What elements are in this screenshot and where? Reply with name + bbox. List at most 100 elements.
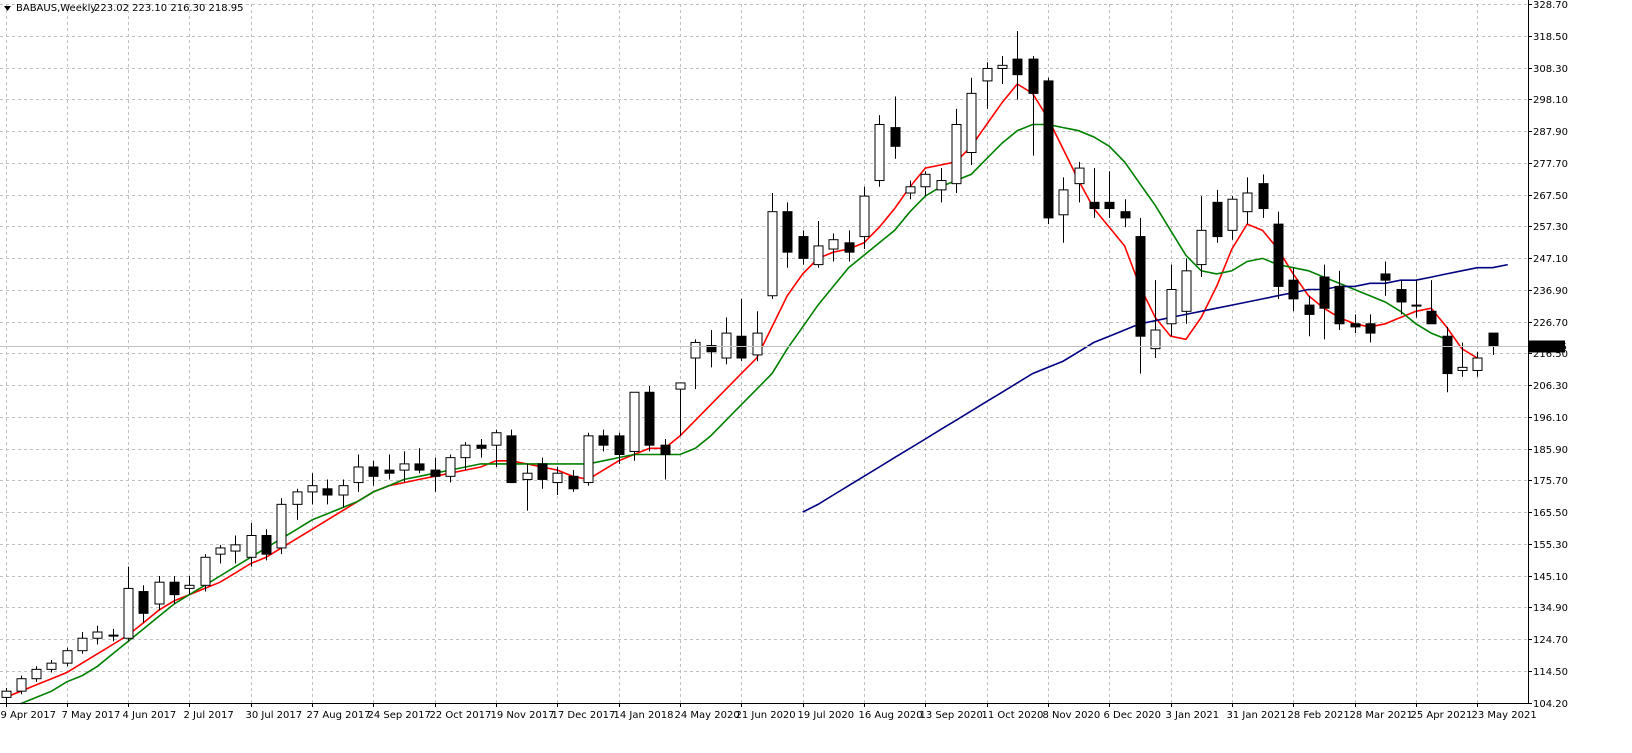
candle — [629, 391, 640, 461]
candle-body — [905, 186, 916, 194]
time-tick-label: 23 May 2021 — [1472, 710, 1537, 721]
candle-body — [1442, 335, 1453, 375]
candle-body — [736, 335, 747, 359]
candle-body — [460, 444, 471, 459]
candle — [399, 451, 410, 483]
price-tick-label: 267.50 — [1533, 191, 1568, 202]
candle-body — [660, 444, 671, 456]
candle — [200, 554, 211, 592]
candle-body — [644, 391, 655, 446]
candle — [813, 221, 824, 268]
candle-body — [936, 180, 947, 191]
candle-body — [399, 463, 410, 471]
candle-body — [1258, 183, 1269, 210]
candle — [384, 454, 395, 480]
candle — [1396, 280, 1407, 315]
time-tick-label: 31 Jan 2021 — [1227, 710, 1287, 721]
candle-body — [1334, 285, 1345, 325]
time-axis[interactable]: 9 Apr 2017 7 May 2017 4 Jun 2017 2 Jul 2017… — [1, 703, 1537, 721]
candle-body — [1135, 236, 1146, 337]
candle — [752, 311, 763, 362]
candle — [1319, 264, 1330, 340]
candle — [982, 62, 993, 109]
time-tick-label: 3 Jan 2021 — [1166, 710, 1220, 721]
candle — [1350, 314, 1361, 334]
candle-body — [430, 469, 441, 477]
candle — [1212, 189, 1223, 243]
ohlc-values: 223.02 223.10 216.30 218.95 — [94, 3, 244, 14]
candle — [368, 460, 379, 486]
candle — [706, 329, 717, 368]
candle — [353, 454, 364, 492]
time-tick-label: 11 Oct 2020 — [982, 710, 1044, 721]
candle — [997, 55, 1008, 85]
candle — [1426, 280, 1437, 325]
candle — [1196, 196, 1207, 278]
candle-body — [874, 123, 885, 182]
time-tick-label: 9 Apr 2017 — [1, 710, 56, 721]
candle-body — [706, 345, 717, 353]
candle — [1242, 177, 1253, 225]
candle-body — [629, 391, 640, 452]
candle — [1304, 295, 1315, 337]
candle-body — [1166, 289, 1177, 325]
candle-body — [828, 239, 839, 250]
candle — [1166, 264, 1177, 337]
price-tick-label: 328.70 — [1533, 0, 1568, 11]
candle — [307, 473, 318, 505]
candle — [905, 180, 916, 200]
candle — [1365, 314, 1376, 343]
candle — [690, 339, 701, 390]
candle-body — [1074, 167, 1085, 185]
time-tick-label: 19 Nov 2017 — [491, 710, 555, 721]
candle-body — [138, 591, 149, 614]
candle — [322, 479, 333, 505]
candle — [1, 688, 12, 704]
candle-body — [1396, 289, 1407, 303]
collapse-triangle-icon[interactable] — [4, 6, 11, 11]
candle-body — [537, 463, 548, 480]
candle — [1258, 174, 1269, 218]
candle — [506, 429, 517, 484]
candle-body — [1288, 279, 1299, 300]
candle-body — [859, 195, 870, 238]
candle-body — [951, 123, 962, 185]
price-tick-label: 236.90 — [1533, 286, 1568, 297]
candle-body — [62, 650, 73, 664]
candle — [1380, 261, 1391, 296]
candle — [460, 442, 471, 471]
candle — [1411, 280, 1422, 318]
candle-body — [246, 534, 257, 558]
candle-body — [215, 547, 226, 555]
candle-body — [108, 634, 119, 637]
price-tick-label: 134.90 — [1533, 603, 1568, 614]
candle — [920, 171, 931, 197]
time-tick-label: 27 Aug 2017 — [307, 710, 371, 721]
candle-body — [1350, 323, 1361, 328]
candle-body — [966, 92, 977, 154]
candle — [77, 632, 88, 654]
candle — [1181, 258, 1192, 324]
price-axis[interactable]: 328.70 318.50 308.30 298.10 287.90 277.70 267.… — [1528, 0, 1568, 710]
candle — [537, 457, 548, 489]
candle — [261, 529, 272, 561]
candle-body — [31, 668, 42, 680]
candle — [767, 192, 778, 299]
ma-line-0 — [5, 82, 1478, 699]
candle-body — [920, 173, 931, 188]
candle-body — [752, 332, 763, 356]
candle — [721, 317, 732, 365]
time-tick-label: 6 Dec 2020 — [1104, 710, 1162, 721]
candle — [138, 585, 149, 623]
candle — [736, 298, 747, 362]
candle — [123, 566, 134, 642]
candle — [1288, 267, 1299, 312]
candle — [936, 168, 947, 203]
candle — [92, 625, 103, 645]
price-tick-label: 318.50 — [1533, 32, 1568, 43]
time-tick-label: 7 May 2017 — [62, 710, 121, 721]
price-tick-label: 185.90 — [1533, 445, 1568, 456]
candle — [568, 470, 579, 492]
price-tick-label: 124.70 — [1533, 635, 1568, 646]
